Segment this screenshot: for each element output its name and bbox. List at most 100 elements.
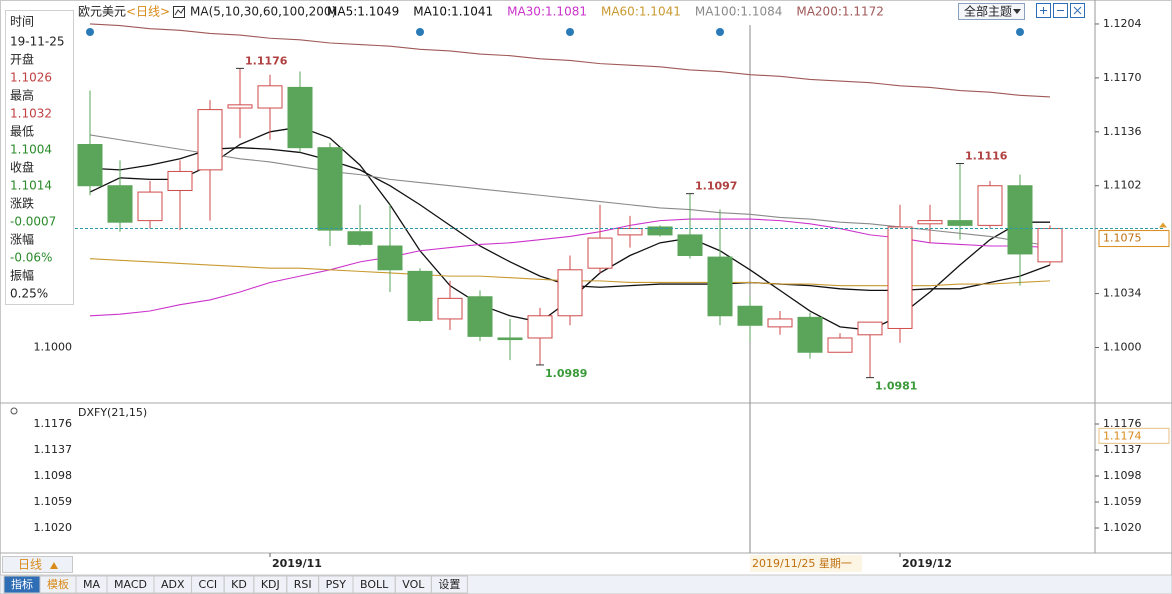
y-tick-label: 1.1020 [34,521,73,534]
candle-body [1037,228,1063,263]
last-price-label: 1.1075 [1103,232,1142,245]
y-tick-label: 1.1000 [34,340,73,353]
candle-body [557,269,583,317]
info-value: 1.1014 [10,179,52,193]
tab-label[interactable]: 设置 [438,578,460,591]
candle-body [827,337,853,353]
y-tick-label: 1.1059 [34,495,73,508]
ma-line [89,134,1051,247]
indicator-last-label: 1.1174 [1103,429,1142,442]
tab-bar [0,574,1172,594]
last-price-box [1098,230,1170,248]
indicator-name: MA(5,10,30,60,100,200) [190,5,336,19]
info-value: 19-11-25 [10,35,64,49]
event-marker[interactable] [566,28,574,36]
y-tick-label: 1.1000 [1103,340,1142,353]
y-tick-label: 1.1102 [1103,179,1142,192]
info-label: 时间 [10,15,34,29]
high-label: 1.1097 [695,180,737,193]
high-label: 1.1116 [965,150,1008,163]
info-panel [5,10,74,305]
candle-body [1007,185,1033,255]
tab-label[interactable]: KD [231,578,247,591]
candle-body [467,296,493,337]
candle-body [797,316,823,353]
tab[interactable] [430,575,468,594]
theme-button[interactable]: 全部主题 [964,4,1012,19]
candle-body [227,104,253,109]
y-tick-label: 1.1137 [1103,443,1142,456]
y-tick-label: 1.1170 [1103,71,1142,84]
event-marker[interactable] [86,28,94,36]
tab-label[interactable]: RSI [294,578,312,591]
y-tick-label: 1.1137 [34,443,73,456]
tab-label[interactable]: ADX [161,578,185,591]
candle-body [257,85,283,109]
candle-body [437,297,463,320]
candle-body [857,321,883,336]
settings-icon[interactable] [10,407,18,415]
y-tick-label: 1.1098 [1103,469,1142,482]
legend-entry: MA30:1.1081 [507,5,587,19]
event-marker[interactable] [716,28,724,36]
tab-label[interactable]: 模板 [47,577,69,591]
event-marker[interactable] [416,28,424,36]
tab-label[interactable]: CCI [199,578,218,591]
tab-label[interactable]: KDJ [261,578,280,591]
info-label: 最低 [10,125,34,139]
candle-body [947,220,973,226]
y-tick-label: 1.1136 [1103,125,1142,138]
legend-entry: MA10:1.1041 [413,5,493,19]
tab-label[interactable]: VOL [402,578,425,591]
period-tab-label[interactable]: 日线 [18,558,42,572]
candle-body [197,109,223,171]
tab-label[interactable]: 指标 [11,577,33,591]
candle-body [497,337,523,341]
indicator-icon[interactable] [173,6,185,18]
period-selector[interactable]: <日线> [126,5,170,19]
info-label: 收盘 [10,160,34,175]
candle-body [887,226,913,329]
candle-body [347,231,373,245]
info-value: 1.1032 [10,107,52,121]
y-tick-label: 1.1020 [1103,521,1142,534]
candle-body [587,237,613,269]
tab-label[interactable]: BOLL [360,578,389,591]
legend-entry: MA200:1.1172 [796,5,884,19]
candle-body [287,86,313,149]
info-value: 1.1004 [10,143,52,157]
candle-body [707,256,733,317]
info-value: 1.1026 [10,71,52,85]
info-label: 振幅 [10,268,34,283]
tab-label[interactable]: MA [83,578,100,591]
dropdown-arrow [1013,9,1021,14]
candle-body [647,226,673,236]
low-label: 1.0981 [875,380,917,393]
tab-label[interactable]: PSY [326,578,347,591]
last-price-marker [1159,222,1167,228]
high-label: 1.1176 [245,54,288,67]
candle-body [977,185,1003,226]
period-tab-arrow [50,562,58,569]
info-label: 最高 [10,88,34,103]
candle-body [617,228,643,236]
tab-label[interactable]: MACD [114,578,147,591]
theme-dropdown[interactable] [958,3,1025,20]
candle-body [917,220,943,225]
x-tick-label: 2019/12 [902,557,952,570]
legend-entry: MA100:1.1084 [695,5,783,19]
info-label: 涨跌 [10,196,34,211]
y-tick-label: 1.1176 [34,417,73,430]
candle-body [317,147,343,231]
ma-line [89,23,1051,98]
event-marker[interactable] [1016,28,1024,36]
info-label: 涨幅 [10,232,34,247]
candle-body [767,318,793,328]
candle-body [167,170,193,191]
info-value: 0.25% [10,287,48,301]
y-tick-label: 1.1176 [1103,417,1142,430]
low-label: 1.0989 [545,367,587,380]
candle-body [377,245,403,271]
indicator-icon-glyph [174,7,185,16]
